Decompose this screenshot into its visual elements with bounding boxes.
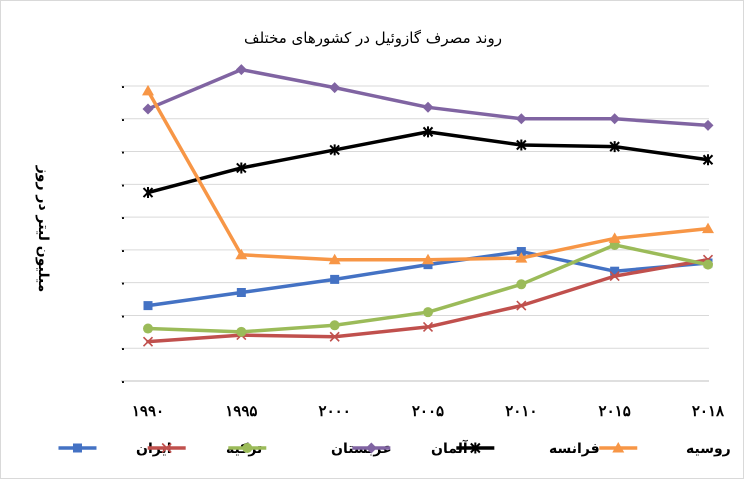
data-point	[142, 187, 154, 199]
legend: ایرانترکیهعربستانآلمانفرانسهروسیه	[58, 439, 731, 457]
legend-item: آلمان	[352, 439, 469, 457]
data-point	[702, 119, 714, 131]
data-point	[423, 307, 433, 318]
data-point	[423, 260, 433, 270]
data-point	[515, 113, 527, 125]
y-tick-label: ۰	[120, 342, 127, 355]
series-diamond	[142, 64, 714, 131]
data-point	[330, 274, 340, 284]
x-tick-labels: ۱۹۹۰ ۱۹۹۵ ۲۰۰۰ ۲۰۰۵ ۲۰۱۰ ۲۰۱۵ ۲۰۱۸	[132, 402, 725, 420]
y-axis-label: میلیون لیتر در روز	[35, 165, 51, 293]
data-point	[609, 141, 620, 153]
data-point	[236, 326, 247, 337]
y-tick-label: ۰	[120, 146, 127, 159]
chart-title: روند مصرف گازوئیل در کشورهای مختلف	[244, 29, 502, 47]
data-point	[143, 301, 153, 311]
data-point	[516, 300, 527, 311]
series-line	[146, 130, 710, 195]
series-lines	[142, 64, 714, 347]
data-point	[329, 82, 341, 94]
x-tick-label: ۲۰۱۸	[692, 402, 725, 420]
x-tick-label: ۲۰۰۵	[412, 402, 444, 420]
legend-swatch-marker	[470, 442, 481, 454]
data-point	[329, 144, 340, 156]
data-point	[328, 253, 341, 265]
x-tick-label: ۲۰۰۰	[319, 402, 351, 420]
data-point	[235, 64, 247, 76]
data-point	[516, 279, 527, 290]
series-line	[146, 67, 710, 128]
y-tick-label: ۰	[120, 244, 127, 257]
legend-swatch-marker	[72, 443, 82, 453]
legend-label: آلمان	[431, 439, 469, 457]
data-point	[329, 320, 340, 331]
legend-swatch-marker	[161, 442, 172, 454]
data-point	[329, 331, 340, 342]
y-tick-label: ۰	[120, 309, 127, 322]
data-point	[516, 139, 527, 151]
x-tick-label: ۱۹۹۵	[225, 402, 257, 420]
series-star	[142, 126, 714, 199]
x-tick-label: ۲۰۱۵	[599, 402, 631, 420]
data-point	[143, 323, 153, 334]
x-tick-label: ۲۰۱۰	[505, 402, 537, 420]
y-tick-label: ۰	[120, 375, 127, 388]
series-circle	[143, 239, 713, 337]
data-point	[703, 259, 713, 270]
data-point	[608, 232, 621, 243]
data-point	[516, 247, 526, 257]
data-point	[610, 266, 620, 276]
data-point	[142, 84, 154, 96]
data-point	[609, 271, 620, 282]
data-point	[702, 222, 714, 234]
data-point	[702, 154, 714, 166]
legend-item: روسیه	[599, 441, 731, 457]
data-point	[142, 336, 154, 347]
series-triangle	[142, 84, 714, 265]
data-point	[236, 162, 247, 174]
data-point	[422, 126, 434, 138]
data-point	[142, 103, 154, 115]
data-point	[422, 253, 434, 265]
series-line	[146, 89, 710, 262]
data-point	[422, 321, 434, 332]
y-tick-label: ۰	[120, 80, 127, 93]
data-point	[422, 101, 434, 113]
y-tick-label: ۰	[120, 113, 127, 126]
x-tick-label: ۱۹۹۰	[132, 402, 164, 420]
data-point	[609, 113, 621, 125]
legend-item: فرانسه	[456, 441, 600, 457]
legend-swatch-marker	[242, 443, 253, 453]
data-point	[235, 248, 248, 260]
data-point	[515, 252, 528, 263]
legend-swatch-marker	[612, 442, 625, 453]
data-point	[236, 288, 246, 297]
y-tick-label: ۰	[120, 178, 127, 191]
y-tick-labels: ۰ ۰ ۰ ۰ ۰ ۰ ۰ ۰ ۰ ۰	[120, 80, 127, 388]
legend-label: فرانسه	[549, 441, 600, 457]
legend-label: روسیه	[686, 441, 731, 457]
y-tick-label: ۰	[120, 277, 127, 290]
legend-swatch-marker	[365, 442, 377, 454]
y-tick-label: ۰	[120, 211, 127, 224]
